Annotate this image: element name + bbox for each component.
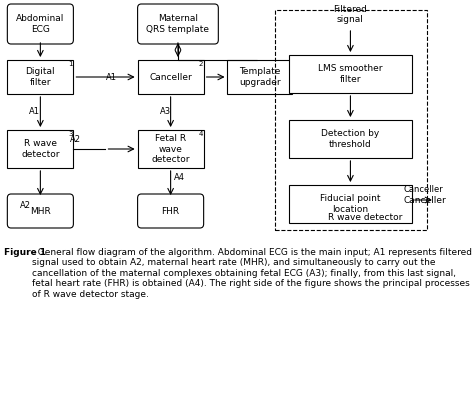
Text: Filtered
signal: Filtered signal bbox=[334, 5, 367, 25]
Text: A2: A2 bbox=[70, 135, 81, 145]
FancyBboxPatch shape bbox=[137, 130, 204, 168]
Text: Maternal
QRS template: Maternal QRS template bbox=[146, 14, 210, 34]
FancyBboxPatch shape bbox=[289, 55, 412, 93]
Text: Abdominal
ECG: Abdominal ECG bbox=[16, 14, 64, 34]
FancyBboxPatch shape bbox=[289, 120, 412, 158]
FancyBboxPatch shape bbox=[137, 194, 204, 228]
Text: MHR: MHR bbox=[30, 206, 51, 216]
FancyBboxPatch shape bbox=[7, 194, 73, 228]
Text: A1: A1 bbox=[29, 108, 40, 116]
Text: LMS smoother
filter: LMS smoother filter bbox=[318, 64, 383, 84]
Text: 4: 4 bbox=[198, 131, 203, 137]
FancyBboxPatch shape bbox=[228, 60, 292, 94]
FancyBboxPatch shape bbox=[137, 60, 204, 94]
Text: . General flow diagram of the algorithm. Abdominal ECG is the main input; A1 rep: . General flow diagram of the algorithm.… bbox=[32, 248, 472, 299]
Text: R wave detector: R wave detector bbox=[328, 214, 403, 222]
Text: 1: 1 bbox=[68, 61, 73, 67]
Text: Template
upgrader: Template upgrader bbox=[239, 67, 281, 87]
Text: Fiducial point
location: Fiducial point location bbox=[320, 194, 381, 214]
Text: A1: A1 bbox=[106, 73, 117, 81]
Text: Canceller: Canceller bbox=[404, 185, 444, 195]
Text: R wave
detector: R wave detector bbox=[21, 139, 60, 159]
FancyBboxPatch shape bbox=[137, 4, 219, 44]
Text: Canceller: Canceller bbox=[149, 73, 192, 81]
FancyBboxPatch shape bbox=[289, 185, 412, 223]
Text: A2: A2 bbox=[20, 201, 31, 210]
Text: Canceller: Canceller bbox=[403, 196, 446, 205]
Text: FHR: FHR bbox=[162, 206, 180, 216]
Text: 2: 2 bbox=[198, 61, 203, 67]
FancyBboxPatch shape bbox=[7, 130, 73, 168]
Text: Figure 1: Figure 1 bbox=[4, 248, 46, 257]
FancyBboxPatch shape bbox=[7, 60, 73, 94]
Text: Detection by
threshold: Detection by threshold bbox=[321, 129, 380, 149]
Text: Digital
filter: Digital filter bbox=[26, 67, 55, 87]
Bar bbox=[275, 10, 427, 230]
Text: 3: 3 bbox=[68, 131, 73, 137]
FancyBboxPatch shape bbox=[7, 4, 73, 44]
Text: A4: A4 bbox=[174, 174, 185, 183]
Text: Fetal R
wave
detector: Fetal R wave detector bbox=[151, 134, 190, 164]
Text: A3: A3 bbox=[160, 108, 171, 116]
